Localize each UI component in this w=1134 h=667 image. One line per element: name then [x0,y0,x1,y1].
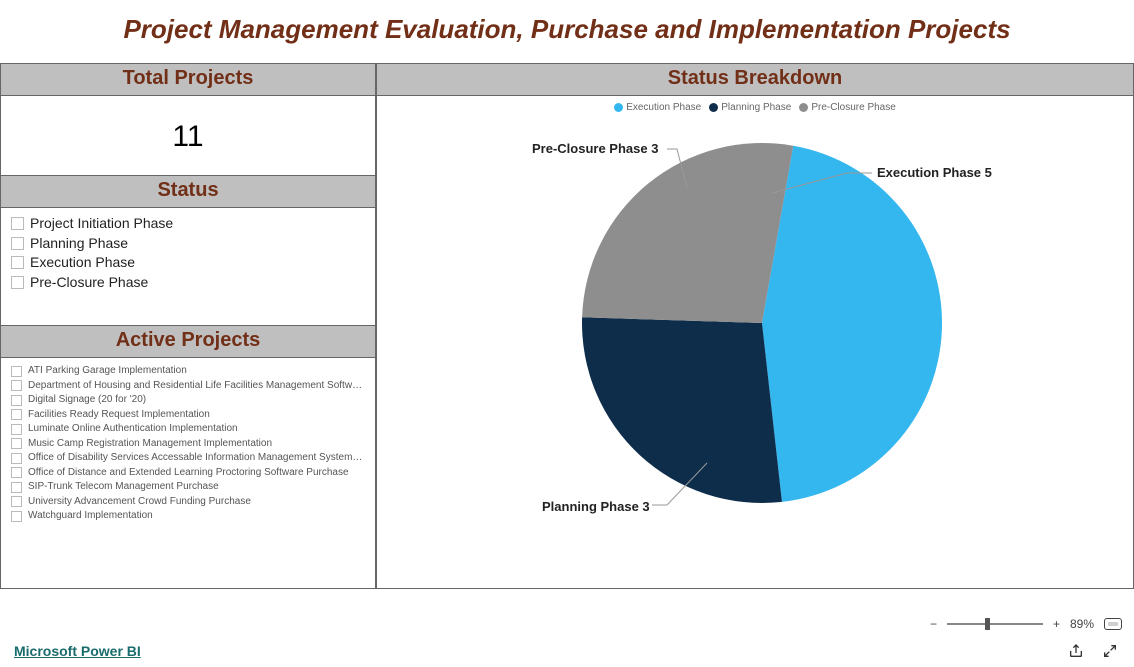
legend-label: Planning Phase [721,102,791,113]
active-project-item[interactable]: Luminate Online Authentication Implement… [11,422,365,437]
active-project-item[interactable]: Department of Housing and Residential Li… [11,379,365,394]
checkbox-icon[interactable] [11,276,24,289]
zoom-in-button[interactable]: + [1053,617,1060,631]
checkbox-icon[interactable] [11,395,22,406]
pie-chart [582,143,942,503]
zoom-slider-thumb[interactable] [985,618,990,630]
checkbox-icon[interactable] [11,424,22,435]
active-projects-list: ATI Parking Garage ImplementationDepartm… [1,358,375,530]
status-filter-item-label: Pre-Closure Phase [30,273,148,293]
active-project-item[interactable]: University Advancement Crowd Funding Pur… [11,495,365,510]
active-projects-header: Active Projects [1,326,375,358]
active-project-item-label: Watchguard Implementation [28,509,153,524]
checkbox-icon[interactable] [11,217,24,230]
status-filter-item[interactable]: Planning Phase [11,234,365,254]
legend-item: Pre-Closure Phase [799,102,895,113]
zoom-out-button[interactable]: − [930,617,937,631]
total-projects-card: Total Projects 11 [0,64,376,176]
zoom-slider[interactable] [947,623,1043,625]
active-project-item[interactable]: Music Camp Registration Management Imple… [11,437,365,452]
checkbox-icon[interactable] [11,366,22,377]
pie-slice[interactable] [582,317,782,503]
zoom-percent-label: 89% [1070,617,1094,631]
footer-bar: − + 89% Microsoft Power BI [0,613,1134,667]
share-icon[interactable] [1068,643,1084,659]
active-project-item-label: SIP-Trunk Telecom Management Purchase [28,480,219,495]
total-projects-value: 11 [1,96,375,154]
expand-icon[interactable] [1102,643,1118,659]
active-project-item[interactable]: Office of Distance and Extended Learning… [11,466,365,481]
legend-label: Execution Phase [626,102,701,113]
checkbox-icon[interactable] [11,256,24,269]
active-project-item-label: University Advancement Crowd Funding Pur… [28,495,251,510]
active-project-item[interactable]: Watchguard Implementation [11,509,365,524]
active-project-item-label: Office of Distance and Extended Learning… [28,466,349,481]
status-filter-item-label: Project Initiation Phase [30,214,173,234]
legend-swatch-icon [709,103,718,112]
status-chart-card: Status Breakdown Execution Phase Planning… [376,64,1134,589]
active-project-item-label: Music Camp Registration Management Imple… [28,437,272,452]
checkbox-icon[interactable] [11,409,22,420]
zoom-controls: − + 89% [930,617,1122,631]
status-filter-item-label: Planning Phase [30,234,128,254]
total-projects-header: Total Projects [1,64,375,96]
left-column: Total Projects 11 Status Project Initiat… [0,64,376,589]
status-filter-item[interactable]: Execution Phase [11,253,365,273]
active-project-item[interactable]: ATI Parking Garage Implementation [11,364,365,379]
dashboard-body: Total Projects 11 Status Project Initiat… [0,63,1134,589]
pie-slice[interactable] [582,143,793,323]
active-project-item[interactable]: Facilities Ready Request Implementation [11,408,365,423]
active-project-item[interactable]: Office of Disability Services Accessable… [11,451,365,466]
status-filter-list: Project Initiation PhasePlanning PhaseEx… [1,208,375,298]
pie-slice-label: Pre-Closure Phase 3 [532,141,658,156]
active-project-item[interactable]: Digital Signage (20 for '20) [11,393,365,408]
active-project-item-label: Luminate Online Authentication Implement… [28,422,238,437]
active-project-item-label: Office of Disability Services Accessable… [28,451,365,466]
active-projects-card: Active Projects ATI Parking Garage Imple… [0,326,376,589]
fit-to-page-icon[interactable] [1104,618,1122,630]
legend-item: Planning Phase [709,102,791,113]
checkbox-icon[interactable] [11,453,22,464]
checkbox-icon[interactable] [11,482,22,493]
page-title: Project Management Evaluation, Purchase … [0,0,1134,63]
legend-swatch-icon [614,103,623,112]
active-project-item-label: Department of Housing and Residential Li… [28,379,365,394]
checkbox-icon[interactable] [11,467,22,478]
checkbox-icon[interactable] [11,380,22,391]
active-project-item-label: ATI Parking Garage Implementation [28,364,187,379]
active-project-item-label: Facilities Ready Request Implementation [28,408,210,423]
powerbi-link[interactable]: Microsoft Power BI [14,643,141,659]
status-filter-item[interactable]: Pre-Closure Phase [11,273,365,293]
checkbox-icon[interactable] [11,496,22,507]
pie-slice-label: Planning Phase 3 [542,499,650,514]
status-filter-card: Status Project Initiation PhasePlanning … [0,176,376,326]
status-chart-header: Status Breakdown [377,64,1133,96]
active-project-item-label: Digital Signage (20 for '20) [28,393,146,408]
status-filter-item[interactable]: Project Initiation Phase [11,214,365,234]
chart-area: Execution Phase 5 Planning Phase 3 Pre-Clo… [377,113,1133,588]
pie-slice-label: Execution Phase 5 [877,165,992,180]
legend-label: Pre-Closure Phase [811,102,895,113]
chart-legend: Execution Phase Planning Phase Pre-Closure… [377,96,1133,113]
checkbox-icon[interactable] [11,438,22,449]
legend-swatch-icon [799,103,808,112]
status-filter-item-label: Execution Phase [30,253,135,273]
checkbox-icon[interactable] [11,237,24,250]
pie-slice[interactable] [762,146,942,502]
legend-item: Execution Phase [614,102,701,113]
active-project-item[interactable]: SIP-Trunk Telecom Management Purchase [11,480,365,495]
checkbox-icon[interactable] [11,511,22,522]
status-filter-header: Status [1,176,375,208]
